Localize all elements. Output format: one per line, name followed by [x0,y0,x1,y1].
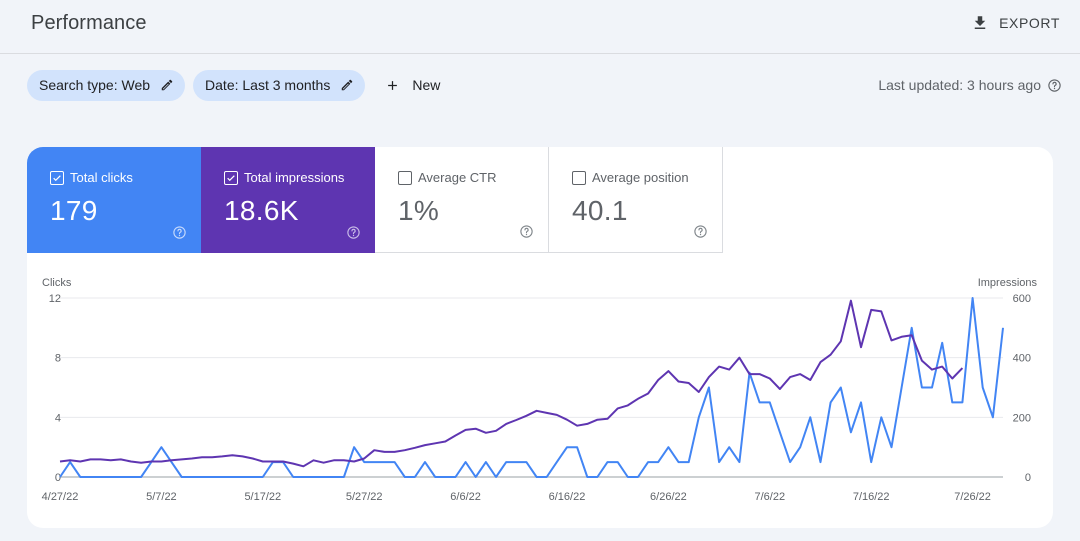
chart-svg: Clicks Impressions 0 4 8 12 0 200 400 600 4/27/22 5… [42,277,1038,503]
metric-label: Total clicks [70,170,133,185]
y-left-axis-title: Clicks [42,277,72,289]
export-label: EXPORT [999,15,1060,31]
y-left-tick-label: 0 [55,472,61,484]
y-left-tick-label: 12 [49,293,61,305]
x-tick-label: 5/17/22 [244,491,281,503]
last-updated: Last updated: 3 hours ago [878,77,1062,93]
metric-value: 179 [50,195,98,226]
search-type-chip-label: Search type: Web [39,77,151,93]
edit-icon [342,79,353,91]
x-tick-label: 6/16/22 [549,491,586,503]
date-range-chip-label: Date: Last 3 months [205,77,331,93]
last-updated-text: Last updated: 3 hours ago [878,77,1041,93]
x-tick-label: 6/26/22 [650,491,687,503]
x-tick-label: 5/27/22 [346,491,383,503]
performance-chart[interactable]: Clicks Impressions 0 4 8 12 0 200 400 600 4/27/22 5… [27,253,1053,528]
filter-bar: Search type: Web Date: Last 3 months New [27,69,448,101]
export-button[interactable]: EXPORT [971,12,1060,34]
add-icon [388,80,398,90]
metric-label: Average position [592,170,689,185]
checkbox-checked-icon[interactable] [50,170,64,185]
top-bar: Performance EXPORT [0,0,1080,54]
metric-label: Average CTR [418,170,497,185]
metric-total-impressions[interactable]: Total impressions 18.6K [201,147,375,253]
performance-card: Total clicks 179 Total impressions 18.6K… [27,147,1053,528]
y-left-tick-label: 8 [55,353,61,365]
y-right-tick-label: 200 [1013,412,1031,424]
clicks-series-line [59,297,1004,478]
checkbox-unchecked-icon[interactable] [572,170,586,185]
checkbox-unchecked-icon[interactable] [398,170,412,185]
checkbox-checked-icon[interactable] [224,170,238,185]
impressions-series-line [59,299,964,468]
x-tick-label: 7/16/22 [853,491,890,503]
download-icon [974,16,986,29]
y-right-tick-label: 0 [1025,472,1031,484]
metric-header: Total clicks [50,170,133,185]
x-tick-label: 4/27/22 [42,491,79,503]
x-tick-label: 7/26/22 [954,491,991,503]
help-icon[interactable] [1047,78,1062,93]
metric-value: 1% [398,195,440,226]
metric-value: 40.1 [572,195,628,226]
metric-header: Average position [572,170,689,185]
page-title: Performance [31,12,147,34]
date-range-chip[interactable]: Date: Last 3 months [193,69,366,101]
metric-tabs: Total clicks 179 Total impressions 18.6K… [27,147,723,253]
metric-header: Average CTR [398,170,497,185]
help-icon[interactable] [519,224,534,239]
y-right-tick-label: 400 [1013,353,1031,365]
metric-header: Total impressions [224,170,344,185]
new-filter-label: New [412,77,441,93]
metric-total-clicks[interactable]: Total clicks 179 [27,147,201,253]
y-right-tick-label: 600 [1013,293,1031,305]
x-tick-label: 6/6/22 [450,491,481,503]
metric-label: Total impressions [244,170,345,185]
metric-average-position[interactable]: Average position 40.1 [549,147,723,253]
help-icon[interactable] [693,224,708,239]
metric-average-ctr[interactable]: Average CTR 1% [375,147,549,253]
search-type-chip[interactable]: Search type: Web [27,69,186,101]
help-icon[interactable] [172,225,187,240]
y-right-axis-title: Impressions [978,277,1038,289]
y-left-tick-label: 4 [55,412,61,424]
metric-value: 18.6K [224,195,299,226]
help-icon[interactable] [346,225,361,240]
x-tick-label: 7/6/22 [754,491,785,503]
edit-icon [161,79,173,91]
x-tick-label: 5/7/22 [146,491,177,503]
new-filter-button[interactable]: New [385,70,448,101]
